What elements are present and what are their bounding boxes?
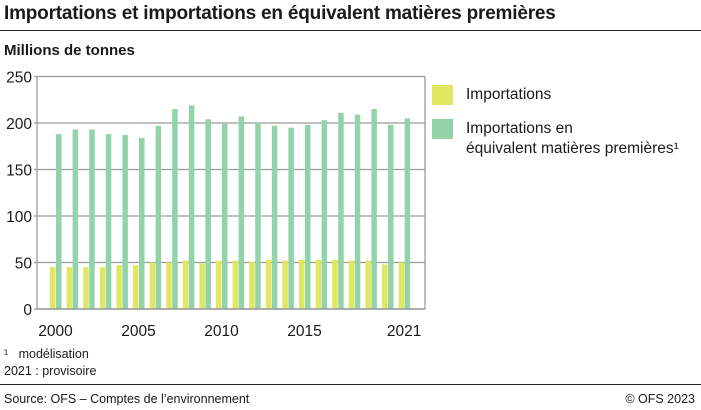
bar-importations-2011 [232,260,239,309]
y-axis-unit: Millions de tonnes [4,42,135,59]
bar-rme-2019 [371,109,377,309]
bar-importations-2002 [83,267,89,309]
bar-importations-2016 [315,259,322,309]
bar-rme-2018 [354,114,361,309]
legend-item-importations: Importations [432,85,551,105]
y-tick-label: 50 [15,256,33,273]
footnote-1: ¹ modélisation [4,347,89,361]
x-tick-label: 2005 [121,323,155,340]
bar-importations-2006 [149,262,156,309]
bar-rme-2015 [305,124,311,309]
bar-chart: 0 50 100 150 200 250 2000 2005 2010 2015 2021 [6,70,426,340]
bar-importations-2004 [116,265,122,309]
footer-rule [0,384,701,385]
bar-rme-2000 [56,134,62,309]
copyright-text: © OFS 2023 [625,392,695,406]
bar-rme-2012 [255,123,261,309]
bar-importations-2021 [398,262,405,309]
bar-importations-2001 [66,267,73,309]
x-tick-label: 2000 [38,323,73,340]
y-tick-label: 250 [6,70,32,87]
legend-label: Importations [466,86,552,103]
legend-swatch-rme [432,119,453,139]
bar-importations-2009 [199,263,205,309]
y-tick-label: 100 [6,209,32,226]
legend-label-line1: Importations en [466,120,573,137]
bar-importations-2017 [332,259,338,309]
chart-title: Importations et importations en équivale… [4,3,556,24]
bar-rme-2002 [89,129,95,309]
bar-importations-2003 [99,267,106,309]
footnote-text: modélisation [18,347,89,361]
bar-rme-2008 [188,105,195,309]
footnote-mark: ¹ [4,347,9,361]
bar-rme-2011 [238,116,245,310]
y-tick-label: 0 [23,302,32,319]
footnote-2: 2021 : provisoire [4,364,97,378]
legend-label-line2: équivalent matières premières¹ [466,140,679,157]
legend-swatch-importations [432,85,453,105]
bar-importations-2014 [282,260,288,309]
bar-importations-2013 [265,259,272,309]
bar-rme-2016 [321,120,328,310]
bar-importations-2008 [182,260,189,309]
y-tick-label: 150 [6,163,32,180]
bar-rme-2014 [288,127,294,310]
bar-rme-2013 [271,125,278,309]
x-tick-label: 2021 [387,323,421,340]
bar-importations-2020 [382,264,388,309]
bar-importations-2005 [133,265,139,309]
bar-rme-2003 [105,134,112,309]
bar-importations-2019 [365,260,371,309]
bar-rme-2006 [155,125,162,309]
bar-rme-2005 [139,137,145,309]
bar-importations-2018 [348,260,355,309]
y-tick-label: 200 [6,116,32,133]
bar-rme-2004 [122,135,128,309]
bar-rme-2021 [404,118,411,309]
x-tick-label: 2010 [204,323,239,340]
bar-rme-2001 [72,129,79,309]
source-text: Source: OFS – Comptes de l’environnement [4,392,250,406]
bar-importations-2015 [299,259,305,309]
bar-rme-2020 [388,124,394,309]
legend-label: Importations en équivalent matières premi… [466,119,679,159]
bar-rme-2009 [205,119,211,309]
bar-rme-2010 [222,123,228,310]
title-rule [0,30,701,31]
legend-item-rme: Importations en équivalent matières premi… [432,119,679,159]
bar-importations-2012 [249,261,255,309]
bar-importations-2000 [50,267,56,309]
bar-importations-2007 [166,262,172,309]
bar-rme-2017 [338,112,344,310]
x-tick-label: 2015 [287,323,321,340]
bar-importations-2010 [216,260,222,309]
bar-rme-2007 [172,109,178,309]
